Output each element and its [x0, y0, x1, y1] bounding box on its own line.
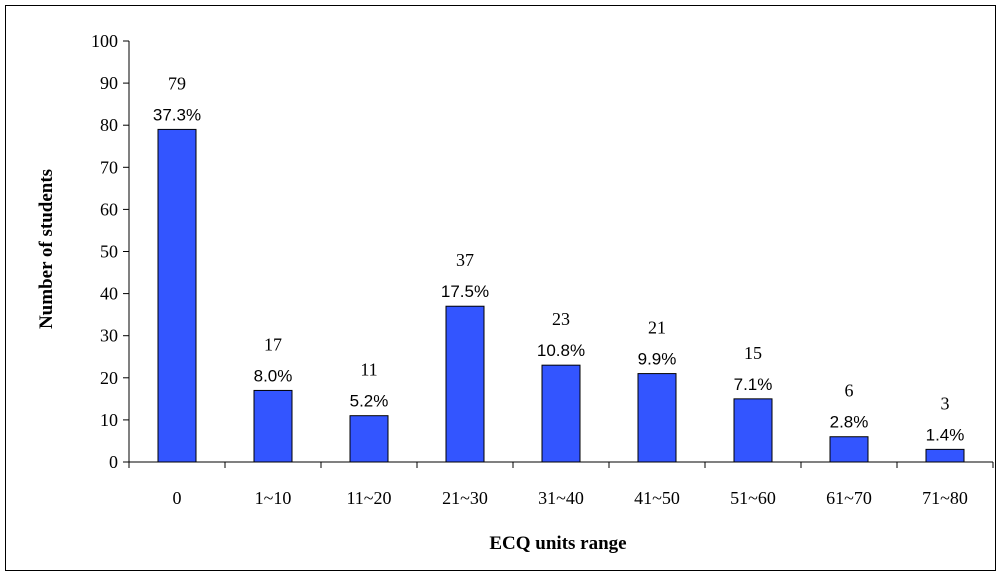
x-tick-label: 11~20: [346, 488, 391, 508]
x-tick-label: 61~70: [826, 488, 872, 508]
y-tick-label: 20: [100, 368, 118, 388]
percent-label: 10.8%: [537, 341, 585, 360]
x-tick-label: 1~10: [255, 488, 292, 508]
percent-label: 2.8%: [830, 413, 869, 432]
bar: [445, 305, 485, 463]
value-label: 11: [360, 360, 377, 380]
percent-label: 17.5%: [441, 282, 489, 301]
x-axis-title: ECQ units range: [489, 533, 626, 554]
y-tick-label: 10: [100, 410, 118, 430]
x-axis: 0 1~10 11~20 21~30 31~40 41~50 51~60 61~70 71~80: [128, 461, 994, 508]
bars: [157, 128, 965, 463]
y-tick-label: 40: [100, 284, 118, 304]
bar: [349, 415, 389, 463]
percent-label: 7.1%: [734, 375, 773, 394]
bar: [541, 364, 581, 463]
x-tick-label: 41~50: [634, 488, 680, 508]
x-tick-label: 71~80: [922, 488, 968, 508]
y-axis-title: Number of students: [36, 169, 57, 329]
percent-label: 1.4%: [926, 425, 965, 444]
value-label: 6: [845, 381, 854, 401]
value-label: 79: [168, 73, 186, 93]
y-tick-label: 60: [100, 199, 118, 219]
bar: [829, 436, 869, 463]
value-label: 21: [648, 318, 666, 338]
percent-label: 8.0%: [254, 366, 293, 385]
bar: [637, 373, 677, 463]
bar: [733, 398, 773, 463]
x-tick-label: 51~60: [730, 488, 776, 508]
value-label: 17: [264, 334, 282, 354]
y-tick-label: 90: [100, 73, 118, 93]
percent-label: 9.9%: [638, 350, 677, 369]
percent-label: 37.3%: [153, 105, 201, 124]
bar: [157, 128, 197, 463]
x-tick-label: 0: [173, 488, 182, 508]
bar: [925, 448, 965, 463]
y-axis: 0 10 20 30 40 50 60 70 80 90 100: [91, 31, 130, 472]
value-label: 23: [552, 309, 570, 329]
bar: [253, 389, 293, 463]
y-tick-label: 100: [91, 31, 118, 51]
y-tick-label: 30: [100, 326, 118, 346]
y-tick-label: 50: [100, 242, 118, 262]
y-tick-label: 0: [109, 452, 118, 472]
y-tick-label: 80: [100, 115, 118, 135]
data-labels: 37.3% 79 8.0% 17 5.2% 11 17.5% 37 10.8% 23 9.9% 21 7…: [153, 73, 964, 444]
y-tick-label: 70: [100, 157, 118, 177]
x-tick-label: 21~30: [442, 488, 488, 508]
value-label: 37: [456, 250, 474, 270]
percent-label: 5.2%: [350, 392, 389, 411]
value-label: 3: [941, 393, 950, 413]
x-tick-label: 31~40: [538, 488, 584, 508]
value-label: 15: [744, 343, 762, 363]
